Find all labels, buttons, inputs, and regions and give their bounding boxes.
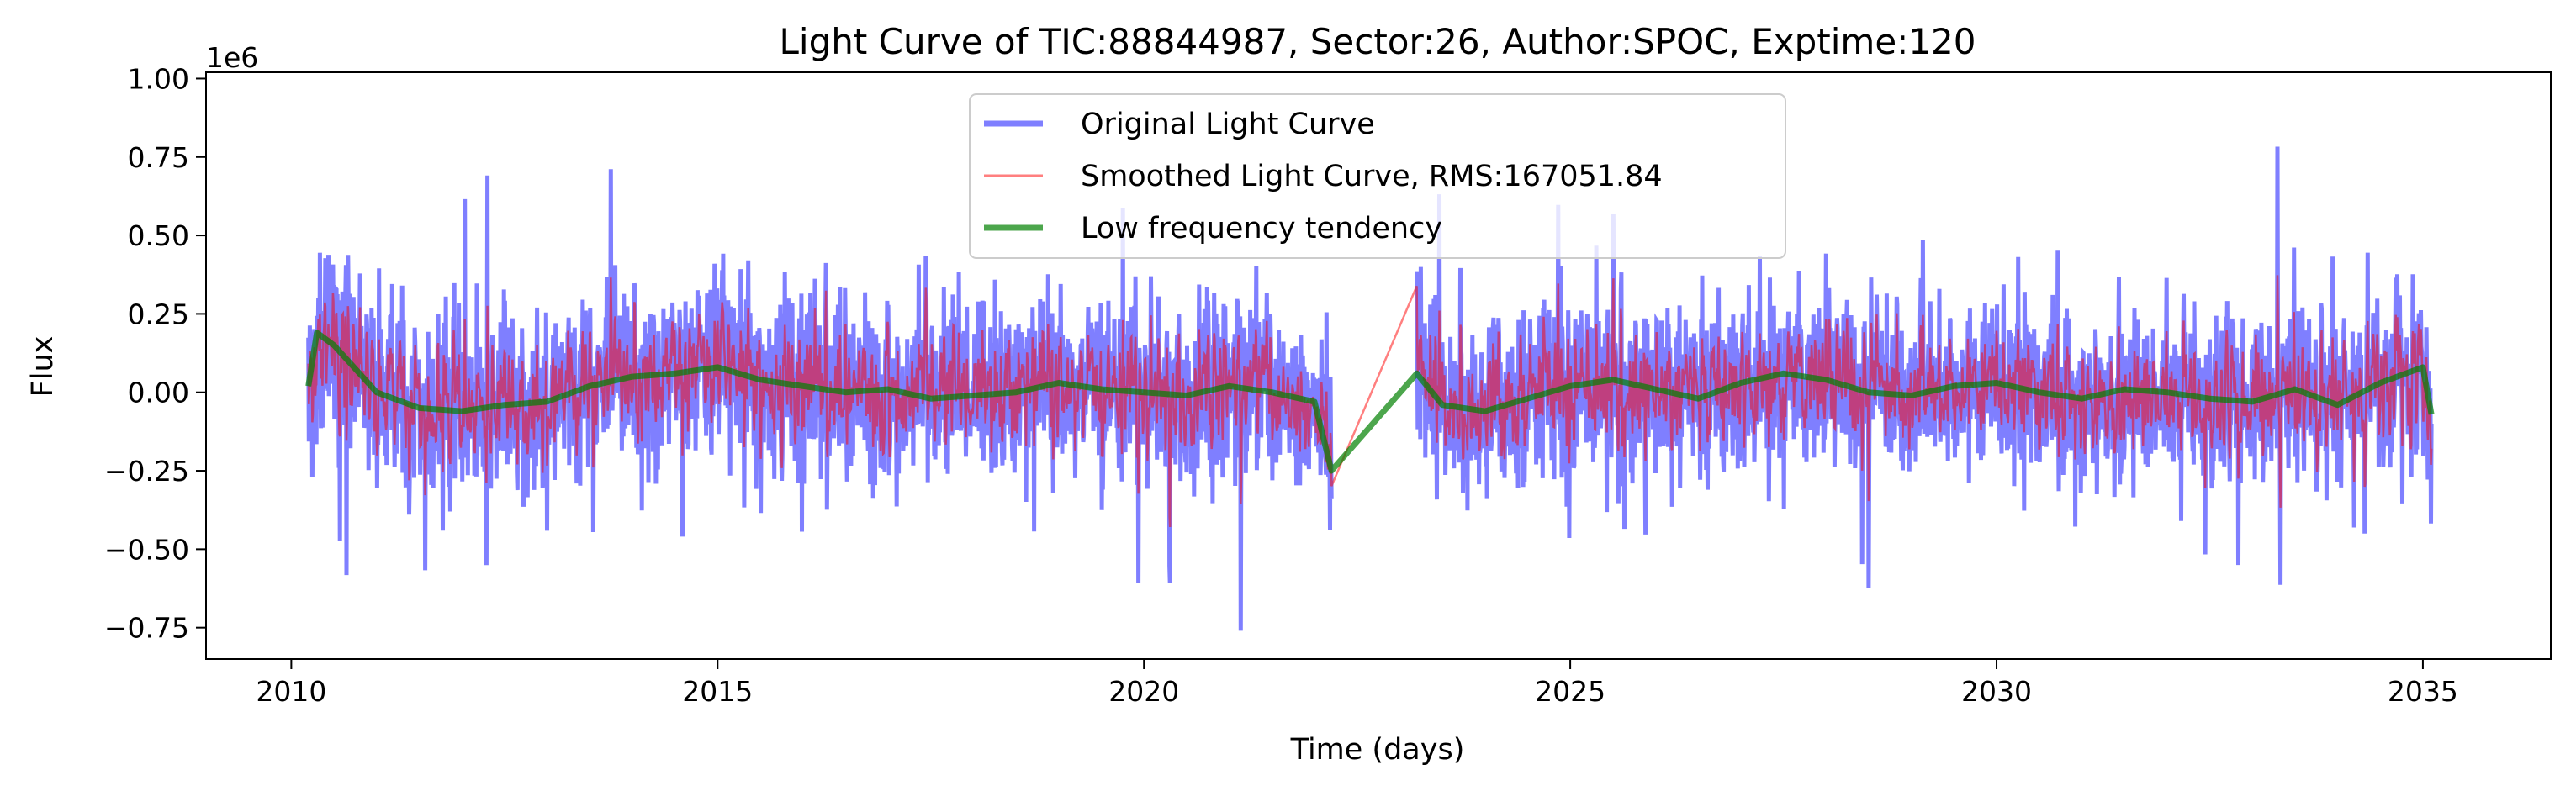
x-axis: 2010 2015 2020 2025 2030 2035 (256, 659, 2458, 708)
legend-label: Original Light Curve (1081, 108, 1375, 141)
x-tick-label: 2010 (256, 675, 326, 708)
plot-frame (205, 71, 2552, 660)
y-axis: −0.75 −0.50 −0.25 0.00 0.25 0.50 0.75 1.00 (104, 62, 206, 645)
legend: Original Light Curve Smoothed Light Curve… (969, 93, 1786, 259)
y-tick-label: −0.25 (104, 455, 189, 488)
y-tick-label: 0.00 (128, 377, 189, 409)
x-axis-label: Time (days) (1290, 733, 1465, 767)
x-tick-label: 2030 (1961, 675, 2032, 708)
x-tick-label: 2035 (2388, 675, 2458, 708)
y-offset-label: 1e6 (206, 41, 258, 74)
chart-title: Light Curve of TIC:88844987, Sector:26, … (780, 21, 1976, 62)
series-low-frequency-tendency (305, 330, 2435, 474)
y-tick-label: −0.50 (104, 533, 189, 566)
x-tick-label: 2015 (682, 675, 753, 708)
legend-box (969, 93, 1786, 259)
series-layer (305, 146, 2435, 631)
y-axis-label: Flux (26, 336, 60, 398)
x-tick-label: 2020 (1108, 675, 1179, 708)
y-tick-label: −0.75 (104, 612, 189, 645)
legend-label: Smoothed Light Curve, RMS:167051.84 (1081, 160, 1663, 193)
y-tick-label: 0.25 (128, 298, 189, 330)
legend-label: Low frequency tendency (1081, 212, 1442, 245)
y-tick-label: 0.50 (128, 219, 189, 252)
y-tick-label: 1.00 (128, 62, 189, 95)
x-tick-label: 2025 (1535, 675, 1605, 708)
y-tick-label: 0.75 (128, 141, 189, 174)
